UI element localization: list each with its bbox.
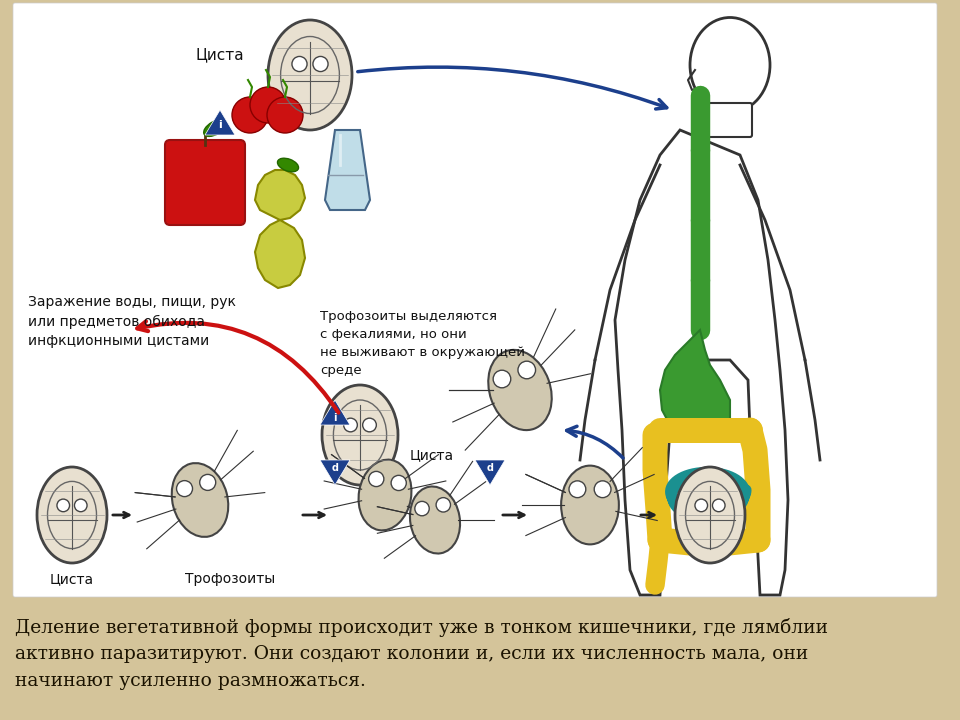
PathPatch shape — [325, 130, 370, 210]
Text: d: d — [331, 463, 339, 473]
Circle shape — [177, 481, 193, 497]
Circle shape — [569, 481, 586, 498]
Circle shape — [250, 87, 286, 123]
Ellipse shape — [322, 385, 398, 485]
FancyBboxPatch shape — [13, 3, 937, 597]
Circle shape — [436, 498, 450, 512]
Polygon shape — [205, 110, 235, 135]
Ellipse shape — [37, 467, 107, 563]
Circle shape — [594, 481, 611, 498]
FancyArrowPatch shape — [566, 426, 623, 458]
Text: Циста: Циста — [410, 448, 454, 462]
Circle shape — [369, 472, 384, 487]
Ellipse shape — [410, 487, 460, 554]
Polygon shape — [475, 460, 505, 485]
Ellipse shape — [358, 459, 412, 531]
Ellipse shape — [277, 158, 299, 172]
PathPatch shape — [660, 330, 730, 440]
Ellipse shape — [489, 350, 552, 430]
Circle shape — [391, 475, 406, 490]
Text: i: i — [218, 120, 222, 130]
Circle shape — [415, 501, 429, 516]
FancyArrowPatch shape — [358, 67, 667, 109]
FancyArrowPatch shape — [137, 321, 339, 413]
Text: Трофозоиты выделяются
с фекалиями, но они
не выживают в окружающей
среде: Трофозоиты выделяются с фекалиями, но он… — [320, 310, 525, 377]
Circle shape — [313, 56, 328, 71]
Circle shape — [232, 97, 268, 133]
Circle shape — [75, 499, 87, 512]
PathPatch shape — [615, 130, 788, 595]
Circle shape — [493, 370, 511, 388]
Ellipse shape — [204, 120, 227, 136]
Text: Трофозоиты: Трофозоиты — [185, 572, 276, 586]
Text: Циста: Циста — [50, 572, 94, 586]
Ellipse shape — [562, 466, 619, 544]
Circle shape — [344, 418, 357, 432]
Ellipse shape — [675, 467, 745, 563]
Text: Деление вегетативной формы происходит уже в тонком кишечники, где лямблии
активн: Деление вегетативной формы происходит уж… — [15, 618, 828, 690]
Text: Циста: Циста — [196, 48, 244, 63]
Circle shape — [695, 499, 708, 512]
FancyBboxPatch shape — [708, 103, 752, 137]
Polygon shape — [320, 400, 350, 425]
Circle shape — [292, 56, 307, 71]
Circle shape — [363, 418, 376, 432]
Polygon shape — [320, 460, 350, 485]
Text: d: d — [487, 463, 493, 473]
PathPatch shape — [255, 170, 305, 288]
Text: i: i — [333, 413, 337, 423]
Text: Заражение воды, пищи, рук
или предметов обихода
инфкционными цистами: Заражение воды, пищи, рук или предметов … — [28, 295, 236, 348]
Ellipse shape — [172, 463, 228, 537]
Circle shape — [200, 474, 216, 490]
Circle shape — [267, 97, 303, 133]
Ellipse shape — [690, 17, 770, 112]
Circle shape — [518, 361, 536, 379]
Circle shape — [712, 499, 725, 512]
Circle shape — [57, 499, 69, 512]
Ellipse shape — [268, 20, 352, 130]
FancyBboxPatch shape — [165, 140, 245, 225]
